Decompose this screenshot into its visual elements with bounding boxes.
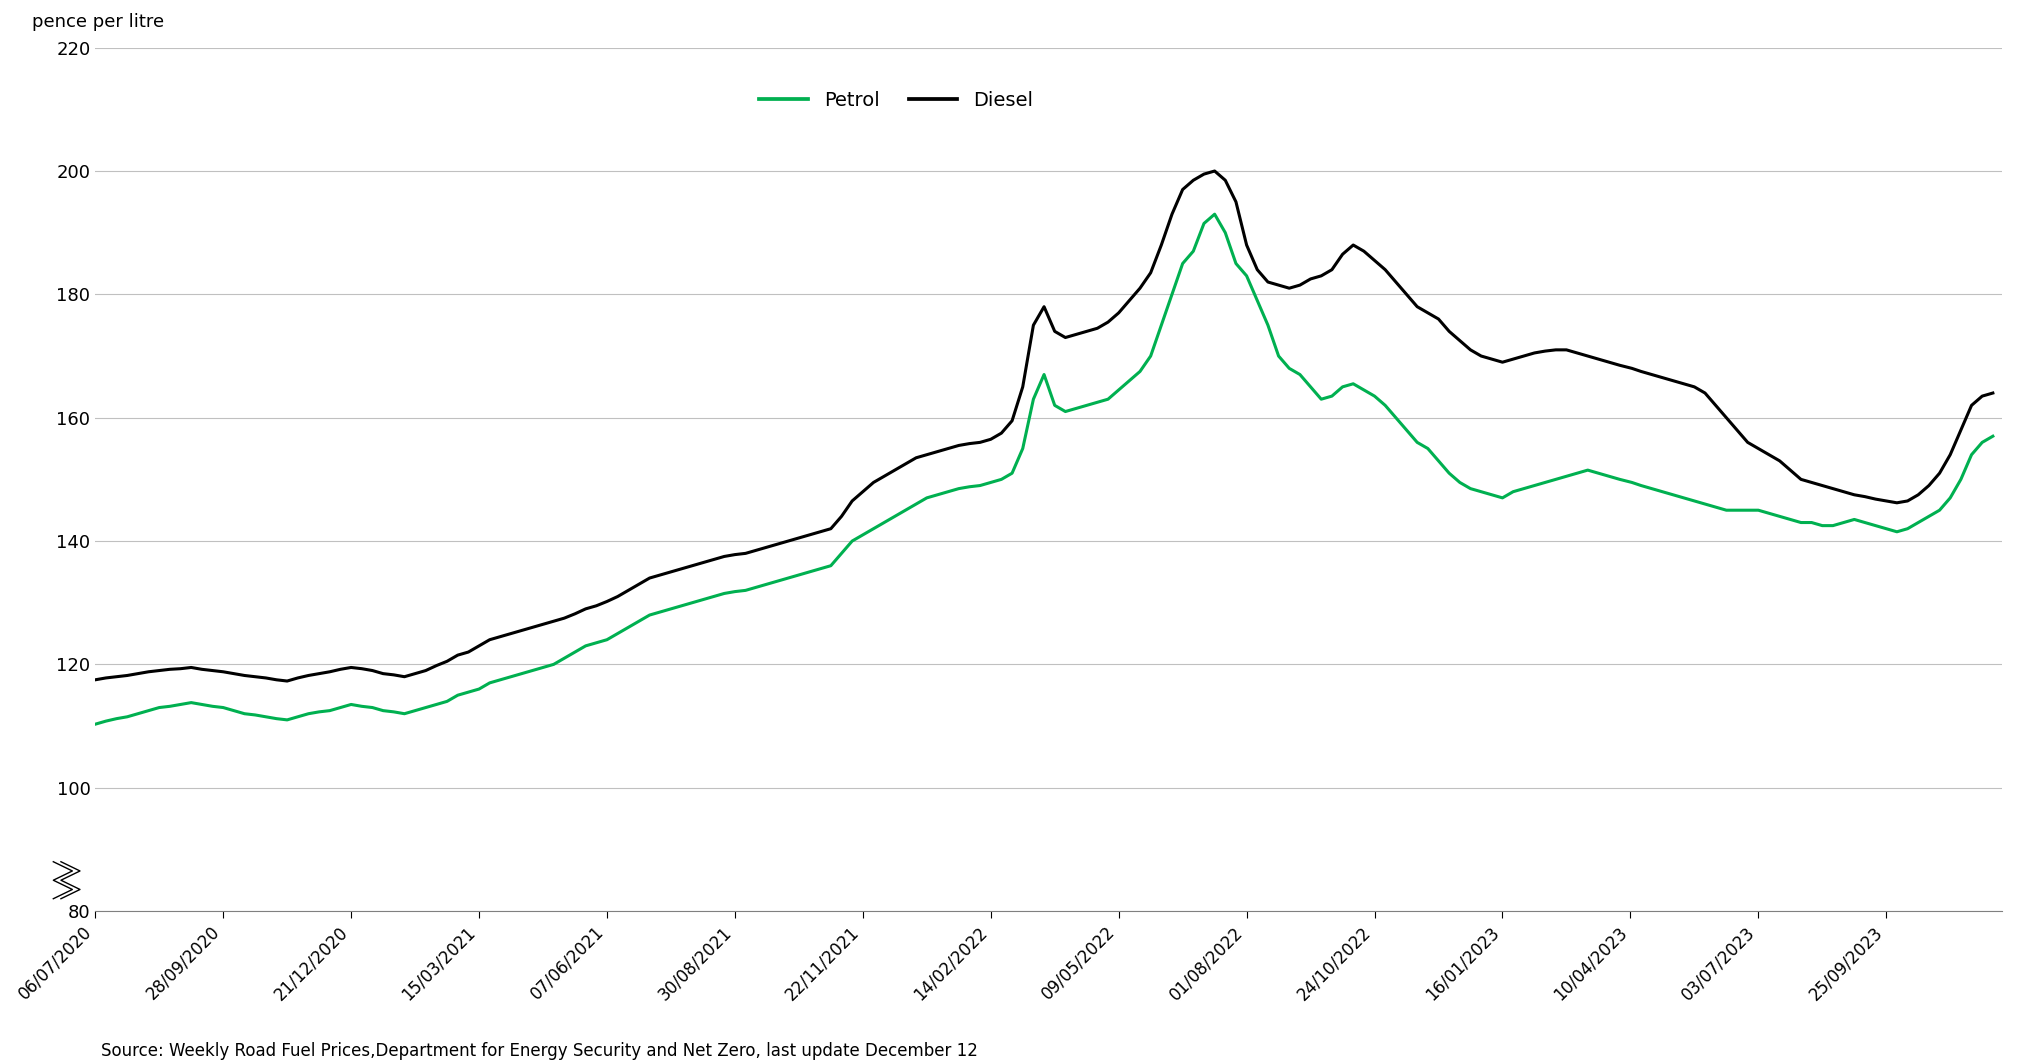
Text: pence per litre: pence per litre bbox=[32, 13, 165, 31]
Line: Diesel: Diesel bbox=[95, 171, 1993, 681]
Line: Petrol: Petrol bbox=[95, 214, 1993, 725]
Text: Source: Weekly Road Fuel Prices,Department for Energy Security and Net Zero, las: Source: Weekly Road Fuel Prices,Departme… bbox=[101, 1042, 978, 1060]
Legend: Petrol, Diesel: Petrol, Diesel bbox=[752, 84, 1041, 118]
